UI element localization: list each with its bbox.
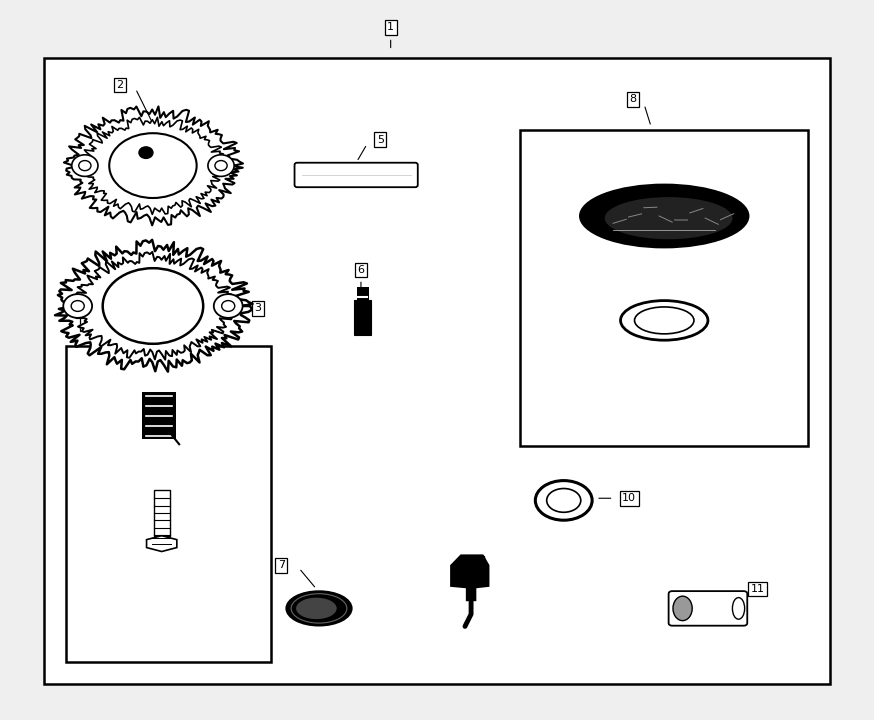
Polygon shape	[450, 554, 489, 601]
Bar	[66, 346, 271, 662]
Polygon shape	[73, 252, 234, 360]
Ellipse shape	[605, 197, 732, 239]
Text: 1: 1	[387, 22, 394, 32]
Ellipse shape	[71, 301, 84, 312]
Ellipse shape	[214, 294, 243, 318]
Ellipse shape	[103, 269, 203, 344]
Ellipse shape	[579, 184, 750, 248]
Text: 6: 6	[357, 265, 364, 275]
Text: 8: 8	[629, 94, 636, 104]
Ellipse shape	[63, 294, 92, 318]
Bar	[354, 300, 371, 335]
Ellipse shape	[732, 598, 745, 619]
Text: 3: 3	[254, 303, 261, 313]
Ellipse shape	[296, 598, 336, 619]
Ellipse shape	[635, 307, 694, 334]
Text: 9: 9	[475, 558, 482, 568]
Ellipse shape	[222, 301, 235, 312]
Ellipse shape	[208, 155, 234, 176]
Text: 7: 7	[278, 560, 285, 570]
Polygon shape	[55, 240, 253, 372]
Bar	[154, 490, 170, 536]
Ellipse shape	[72, 155, 98, 176]
FancyBboxPatch shape	[669, 591, 747, 626]
FancyBboxPatch shape	[295, 163, 418, 187]
Polygon shape	[64, 107, 243, 225]
Ellipse shape	[139, 147, 153, 158]
Bar	[520, 130, 808, 446]
Polygon shape	[80, 117, 226, 215]
Bar	[142, 392, 176, 439]
Ellipse shape	[547, 488, 580, 513]
Ellipse shape	[109, 133, 197, 198]
Ellipse shape	[535, 481, 593, 520]
Text: 5: 5	[377, 135, 384, 145]
Polygon shape	[147, 536, 177, 552]
Bar	[357, 287, 369, 307]
Ellipse shape	[287, 591, 351, 626]
Bar	[44, 58, 830, 684]
Ellipse shape	[621, 301, 708, 341]
Ellipse shape	[673, 596, 692, 621]
Bar	[354, 300, 371, 335]
Text: 2: 2	[116, 80, 123, 90]
Ellipse shape	[215, 161, 227, 171]
Text: 4: 4	[82, 319, 89, 329]
Ellipse shape	[79, 161, 91, 171]
Text: 10: 10	[622, 493, 636, 503]
Text: 11: 11	[751, 584, 765, 594]
